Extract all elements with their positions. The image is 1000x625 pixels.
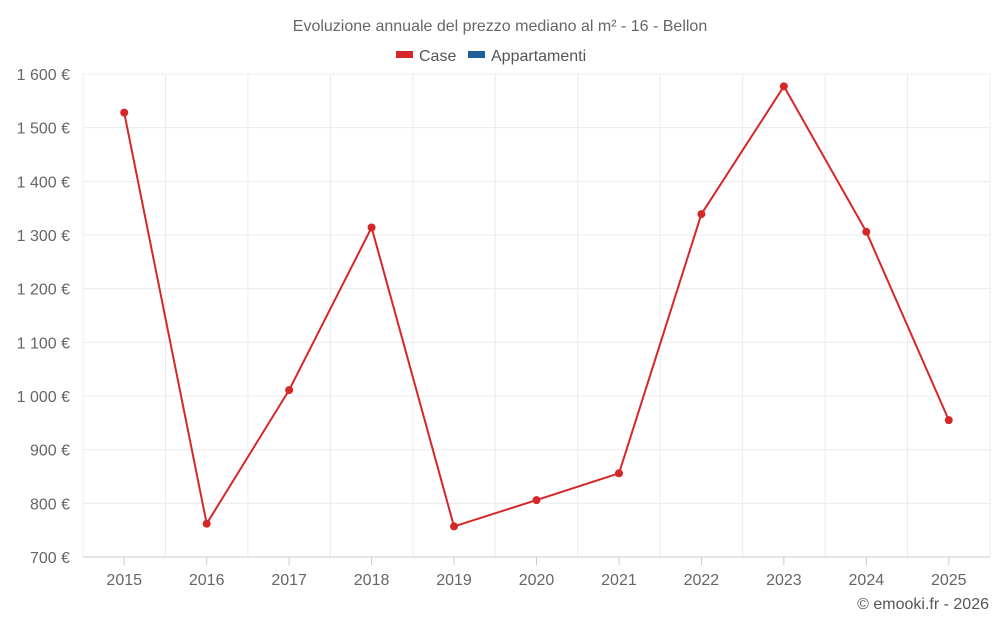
credit-text: © emooki.fr - 2026 [857, 596, 989, 613]
data-point-case[interactable] [285, 386, 294, 395]
x-tick-label: 2018 [354, 572, 390, 589]
y-axis-tick-labels: 700 € 800 € 900 € 1 000 € 1 100 € 1 200 € 1 30… [17, 67, 70, 567]
data-point-case[interactable] [862, 227, 871, 236]
legend-swatch-appartamenti [468, 51, 485, 58]
data-point-case[interactable] [779, 82, 788, 91]
data-point-case[interactable] [367, 223, 376, 232]
x-tick-label: 2016 [189, 572, 225, 589]
x-tick-label: 2023 [766, 572, 802, 589]
grid-lines [82, 73, 991, 557]
y-tick-label: 1 300 € [17, 228, 70, 245]
x-tick-label: 2019 [436, 572, 472, 589]
y-tick-label: 700 € [30, 550, 70, 567]
data-point-case[interactable] [202, 519, 211, 528]
y-tick-label: 1 100 € [17, 335, 70, 352]
data-point-case[interactable] [614, 469, 623, 478]
legend-item-appartamenti[interactable]: Appartamenti [468, 48, 586, 65]
x-tick-label: 2017 [271, 572, 307, 589]
chart-title: Evoluzione annuale del prezzo mediano al… [293, 18, 707, 35]
axes [83, 556, 990, 565]
legend-item-case[interactable]: Case [396, 48, 456, 65]
legend-label-case: Case [419, 48, 456, 65]
x-tick-label: 2020 [519, 572, 555, 589]
x-axis-tick-labels: 2015 2016 2017 2018 2019 2020 2021 2022 2023 2024… [106, 572, 966, 589]
x-tick-label: 2022 [684, 572, 720, 589]
y-tick-label: 1 400 € [17, 174, 70, 191]
y-tick-label: 900 € [30, 443, 70, 460]
data-point-case[interactable] [120, 108, 129, 117]
data-point-case[interactable] [697, 210, 706, 219]
data-point-case[interactable] [532, 496, 541, 505]
data-point-case[interactable] [450, 522, 459, 531]
data-point-case[interactable] [944, 416, 953, 425]
x-tick-label: 2024 [849, 572, 885, 589]
y-tick-label: 1 200 € [17, 282, 70, 299]
y-tick-label: 800 € [30, 496, 70, 513]
series-case [120, 82, 953, 531]
x-tick-label: 2025 [931, 572, 967, 589]
x-tick-label: 2021 [601, 572, 637, 589]
y-tick-label: 1 600 € [17, 67, 70, 84]
y-tick-label: 1 000 € [17, 389, 70, 406]
legend: Case Appartamenti [396, 48, 586, 65]
y-tick-label: 1 500 € [17, 121, 70, 138]
legend-swatch-case [396, 51, 413, 58]
x-tick-label: 2015 [106, 572, 142, 589]
legend-label-appartamenti: Appartamenti [491, 48, 586, 65]
